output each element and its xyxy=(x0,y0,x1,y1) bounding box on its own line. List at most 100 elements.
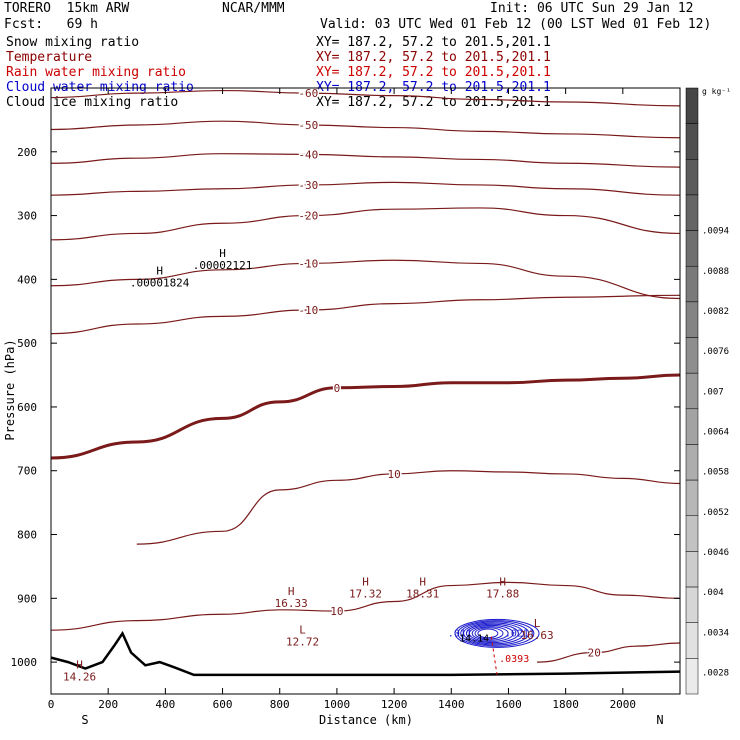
valid-label: Valid: 03 UTC Wed 01 Feb 12 (00 LST Wed … xyxy=(320,17,712,32)
center-label: NCAR/MMM xyxy=(222,1,285,16)
temperature-contour xyxy=(50,207,681,241)
extremum-marker: L xyxy=(299,623,306,636)
x-tick-label: 600 xyxy=(213,698,233,711)
temperature-contour xyxy=(50,89,681,107)
x-tick-label: 400 xyxy=(155,698,175,711)
field-temperature-xy: XY= 187.2, 57.2 to 201.5,201.1 xyxy=(316,50,551,65)
cloud-water-contour xyxy=(477,628,499,639)
colorbar-bin xyxy=(685,586,699,623)
colorbar-label: .0076 xyxy=(702,347,729,357)
x-tick-label: 2000 xyxy=(610,698,637,711)
temperature-contours: -60 -50 -40 -30 -20 -10 -10 0 10 10 20 xyxy=(50,86,681,663)
cloud-water-contours: .011 .0393 .0211 14.14 xyxy=(448,618,540,675)
colorbar-label: .0058 xyxy=(702,468,729,478)
extremum-marker: H xyxy=(419,576,426,589)
extremum-value: .00001824 xyxy=(130,276,190,289)
colorbar: g kg⁻¹ .0094 .0088 .0082 .0076 .007 .0064 .0058… xyxy=(685,87,731,695)
colorbar-bin xyxy=(685,408,699,445)
cloud-water-contour xyxy=(471,626,509,641)
colorbar-label: .0046 xyxy=(702,548,729,558)
colorbar-label: .0028 xyxy=(702,669,729,679)
extremum-value: 14.26 xyxy=(63,670,96,683)
x-tick-label: 0 xyxy=(48,698,55,711)
colorbar-label: .0064 xyxy=(702,428,729,438)
cloud-water-contour xyxy=(468,624,514,642)
cloud-ice-label: 14.14 xyxy=(459,634,489,645)
temperature-contour xyxy=(50,181,681,196)
cloud-water-contour xyxy=(457,620,535,647)
colorbar-bin xyxy=(685,194,699,231)
field-cloud-ice-label: Cloud ice mixing ratio xyxy=(6,95,179,110)
extremum-marker: H xyxy=(156,264,163,277)
contour-label: 10 xyxy=(387,468,400,481)
temperature-contour xyxy=(50,259,681,300)
colorbar-label: .0094 xyxy=(702,227,729,237)
colorbar-bin xyxy=(685,444,699,481)
cloud-water-label: .0393 xyxy=(499,654,529,665)
terrain-profile xyxy=(50,630,681,677)
colorbar-bin xyxy=(685,123,699,160)
contour-label: -10 xyxy=(298,304,318,317)
extremum-marker: H xyxy=(499,576,506,589)
field-snow-xy: XY= 187.2, 57.2 to 201.5,201.1 xyxy=(316,35,551,50)
x-tick-label: 1600 xyxy=(495,698,522,711)
temperature-contour xyxy=(537,642,681,663)
colorbar-label: .0088 xyxy=(702,267,729,277)
contour-label: -60 xyxy=(298,87,318,100)
colorbar-bin xyxy=(685,372,699,410)
colorbar-bin xyxy=(685,87,699,124)
contour-label: 20 xyxy=(588,647,601,660)
cloud-water-label: .0211 xyxy=(505,629,535,640)
temperature-contour xyxy=(50,294,681,335)
y-tick-label: 700 xyxy=(17,465,37,478)
x-tick-label: 1400 xyxy=(438,698,465,711)
rain-contour xyxy=(490,636,498,675)
colorbar-bin xyxy=(685,301,699,338)
extremum-marker: L xyxy=(534,617,541,630)
field-rain-xy: XY= 187.2, 57.2 to 201.5,201.1 xyxy=(316,65,551,80)
temperature-contour xyxy=(50,153,681,168)
colorbar-unit: g kg⁻¹ xyxy=(702,87,731,96)
cloud-water-contour xyxy=(454,618,540,648)
field-temperature-label: Temperature xyxy=(6,50,93,65)
extremum-marker: H xyxy=(288,585,295,598)
terrain-line xyxy=(50,630,681,677)
x-tick-label: 1000 xyxy=(324,698,351,711)
y-tick-label: 900 xyxy=(17,592,37,605)
field-snow-label: Snow mixing ratio xyxy=(6,35,140,50)
colorbar-bin xyxy=(685,479,699,517)
contour-label: -50 xyxy=(298,119,318,132)
annotations: H.00002121H.00001824H16.33H17.32H18.31H1… xyxy=(63,247,554,683)
axes: 0 200 400 600 800 1000 1200 1400 1600 1800 2000200… xyxy=(11,88,680,711)
contour-label: 10 xyxy=(330,605,343,618)
extremum-value: 17.32 xyxy=(349,588,382,601)
y-tick-label: 300 xyxy=(17,210,37,223)
x-tick-label: 200 xyxy=(98,698,118,711)
model-label: TORERO 15km ARW xyxy=(4,1,130,16)
right-endpoint-label: N xyxy=(656,713,663,727)
y-tick-label: 200 xyxy=(17,146,37,159)
extremum-value: 17.88 xyxy=(486,588,519,601)
temperature-contour xyxy=(50,373,681,460)
x-axis-label: Distance (km) xyxy=(319,713,413,727)
y-axis-label: Pressure (hPa) xyxy=(3,339,17,440)
cloud-water-contour xyxy=(463,622,525,645)
contour-label: -40 xyxy=(298,148,318,161)
temperature-contour xyxy=(136,470,681,545)
cloud-water-label: .011 xyxy=(448,629,472,640)
y-tick-label: 500 xyxy=(17,337,37,350)
contour-label: -30 xyxy=(298,179,318,192)
temperature-contour xyxy=(50,581,681,631)
colorbar-bin xyxy=(685,551,699,588)
colorbar-label: .0034 xyxy=(702,628,729,638)
extremum-value: 12.72 xyxy=(286,635,319,648)
colorbar-bin xyxy=(685,230,699,267)
contour-label: -10 xyxy=(298,257,318,270)
temperature-contour xyxy=(50,120,681,139)
extremum-value: 16.63 xyxy=(520,629,553,642)
colorbar-bin xyxy=(685,658,699,695)
y-tick-label: 600 xyxy=(17,401,37,414)
y-tick-label: 400 xyxy=(17,273,37,286)
extremum-marker: H xyxy=(76,658,83,671)
plot-frame xyxy=(50,87,681,695)
